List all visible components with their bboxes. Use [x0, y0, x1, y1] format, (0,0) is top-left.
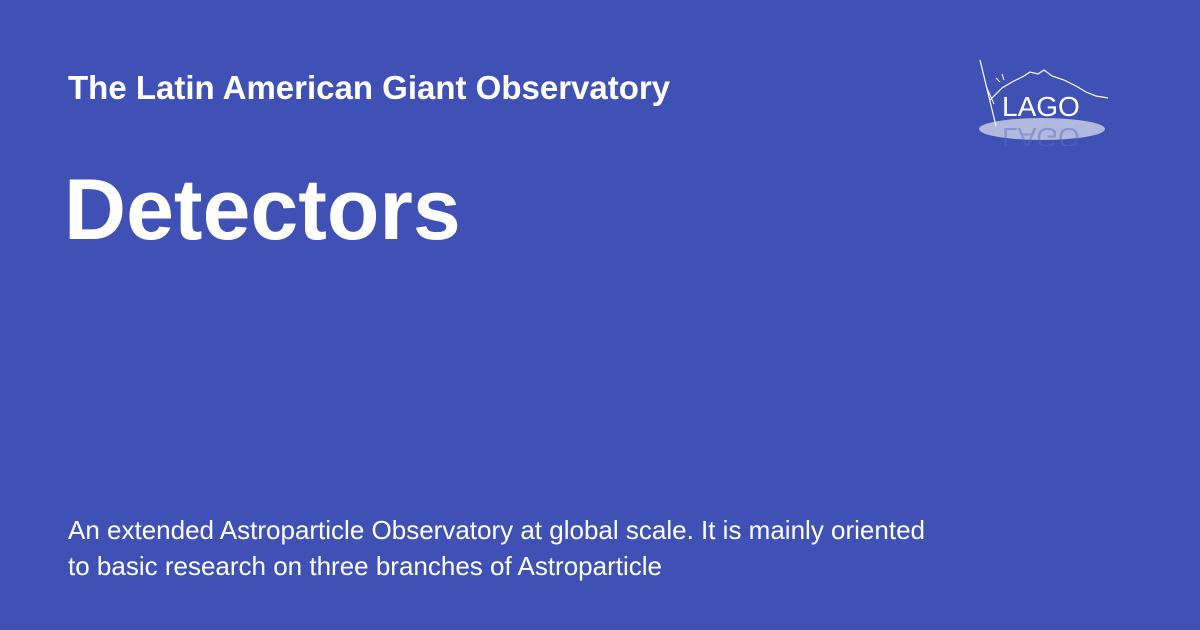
logo-mountain — [989, 69, 1109, 101]
lago-logo-icon: LAGO LAGO — [979, 59, 1109, 146]
site-title: The Latin American Giant Observatory — [68, 69, 671, 106]
logo-antenna — [979, 59, 997, 127]
logo-mark — [1001, 73, 1005, 81]
logo-reflection: LAGO — [1002, 122, 1080, 146]
lago-logo: LAGO LAGO — [972, 56, 1112, 146]
description: An extended Astroparticle Observatory at… — [68, 515, 925, 581]
logo-mark — [995, 77, 1001, 83]
page-title: Detectors — [64, 162, 461, 258]
logo-ellipse — [979, 118, 1105, 140]
svg-text:LAGO: LAGO — [1002, 122, 1080, 146]
logo-text: LAGO — [1002, 91, 1080, 122]
logo-antenna-branch — [985, 85, 995, 105]
